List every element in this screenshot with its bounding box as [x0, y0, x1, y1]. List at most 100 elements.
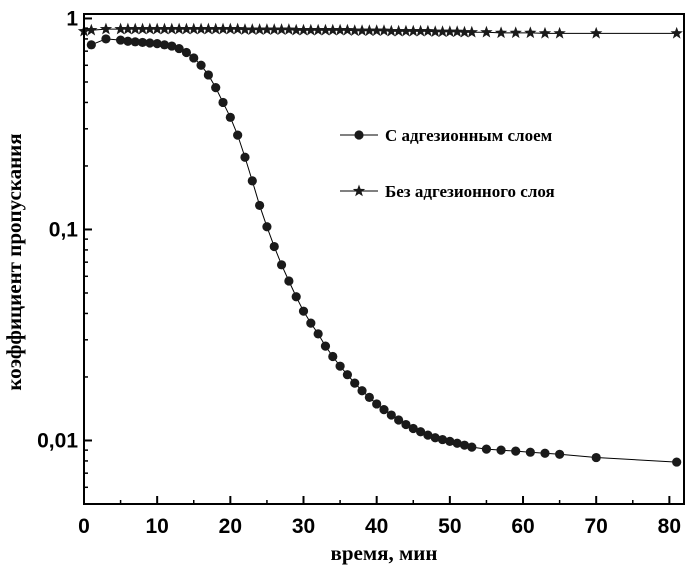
data-point-star — [443, 25, 457, 38]
data-point-circle — [445, 436, 455, 446]
data-point-circle — [284, 276, 294, 286]
data-point-circle — [298, 306, 309, 316]
data-point-star — [194, 22, 208, 35]
data-point-circle — [101, 34, 111, 44]
data-point-star — [290, 23, 303, 36]
data-point-circle — [328, 351, 338, 362]
data-point-circle — [145, 38, 155, 48]
data-point-star — [216, 22, 230, 35]
data-point-circle — [415, 427, 426, 437]
data-point-star — [260, 23, 274, 35]
x-axis-title: время, мин — [330, 541, 437, 565]
data-point-star — [143, 22, 157, 35]
data-point-circle — [123, 36, 133, 46]
data-point-star — [524, 26, 537, 39]
data-point-circle — [496, 445, 506, 455]
data-point-circle — [86, 40, 96, 50]
data-point-star — [121, 22, 135, 35]
data-point-star — [414, 24, 427, 37]
data-point-circle — [159, 40, 170, 50]
data-point-circle — [276, 260, 287, 270]
data-point-star — [304, 23, 318, 36]
data-point-circle — [459, 440, 470, 450]
data-point-star — [480, 25, 493, 38]
data-point-circle — [408, 423, 418, 434]
data-point-star — [385, 24, 398, 37]
y-tick-label: 1 — [66, 7, 78, 30]
data-point-star — [553, 26, 566, 39]
data-point-circle — [320, 341, 331, 351]
data-point-circle — [196, 60, 206, 70]
plot-frame — [83, 13, 685, 505]
data-point-star — [363, 24, 376, 36]
x-tick-label: 30 — [292, 515, 315, 538]
data-point-circle — [203, 70, 213, 80]
axes: 0 10 20 30 40 50 60 70 80 0,01 0,1 1 — [37, 7, 685, 538]
data-point-star — [670, 26, 683, 39]
data-point-circle — [437, 434, 448, 445]
data-point-circle — [174, 43, 184, 54]
data-point-star — [436, 25, 449, 38]
data-point-star — [538, 26, 552, 39]
data-point-star — [224, 22, 237, 35]
data-point-star — [407, 24, 420, 37]
data-point-circle — [313, 329, 323, 339]
data-point-star — [136, 22, 149, 35]
data-point-circle — [152, 39, 162, 49]
data-point-star — [231, 22, 244, 35]
data-point-star — [268, 23, 281, 35]
data-point-star — [165, 22, 178, 35]
data-point-circle — [269, 241, 279, 252]
data-point-star — [326, 23, 339, 36]
data-point-star — [333, 23, 347, 36]
data-point-star — [319, 23, 332, 36]
data-point-circle — [386, 410, 396, 420]
data-point-circle — [255, 200, 265, 211]
data-point-circle — [350, 378, 360, 388]
legend: С адгезионным слоем Без адгезионного слоя — [340, 126, 555, 201]
data-point-circle — [262, 222, 272, 232]
data-markers — [77, 22, 683, 467]
data-point-star — [509, 26, 522, 39]
data-point-star — [209, 22, 222, 35]
data-point-circle — [189, 53, 199, 63]
data-point-star — [590, 26, 603, 39]
data-point-circle — [342, 370, 353, 380]
data-point-star — [187, 22, 200, 35]
data-point-star — [202, 22, 215, 35]
data-point-circle — [233, 130, 243, 140]
legend-marker-star — [352, 184, 366, 197]
data-point-star — [370, 24, 383, 36]
data-point-circle — [401, 419, 411, 430]
y-tick-label: 0,01 — [37, 429, 78, 452]
data-point-star — [99, 22, 113, 35]
data-point-star — [465, 25, 478, 38]
legend-marker-circle — [354, 130, 364, 140]
legend-label-2: Без адгезионного слоя — [385, 182, 555, 201]
data-point-circle — [335, 361, 345, 371]
data-point-circle — [672, 457, 682, 467]
legend-label-1: С адгезионным слоем — [385, 126, 553, 145]
data-point-circle — [379, 405, 389, 415]
data-point-circle — [357, 386, 367, 396]
data-point-star — [421, 24, 435, 37]
data-point-circle — [306, 318, 316, 328]
x-tick-label: 60 — [511, 515, 534, 538]
data-point-star — [341, 23, 354, 36]
data-point-circle — [291, 292, 301, 302]
data-point-star — [275, 23, 288, 35]
data-point-star — [429, 25, 442, 38]
data-point-star — [399, 24, 413, 37]
data-point-circle — [211, 83, 221, 93]
data-point-star — [158, 22, 171, 35]
data-point-star — [172, 22, 186, 35]
y-axis-title: коэффициент пропускания — [2, 133, 26, 390]
data-point-circle — [540, 448, 550, 458]
data-point-star — [377, 24, 391, 36]
data-point-star — [246, 23, 259, 35]
y-tick-label: 0,1 — [49, 218, 79, 241]
data-point-star — [150, 22, 164, 35]
data-point-circle — [511, 446, 521, 456]
data-point-circle — [394, 415, 404, 425]
